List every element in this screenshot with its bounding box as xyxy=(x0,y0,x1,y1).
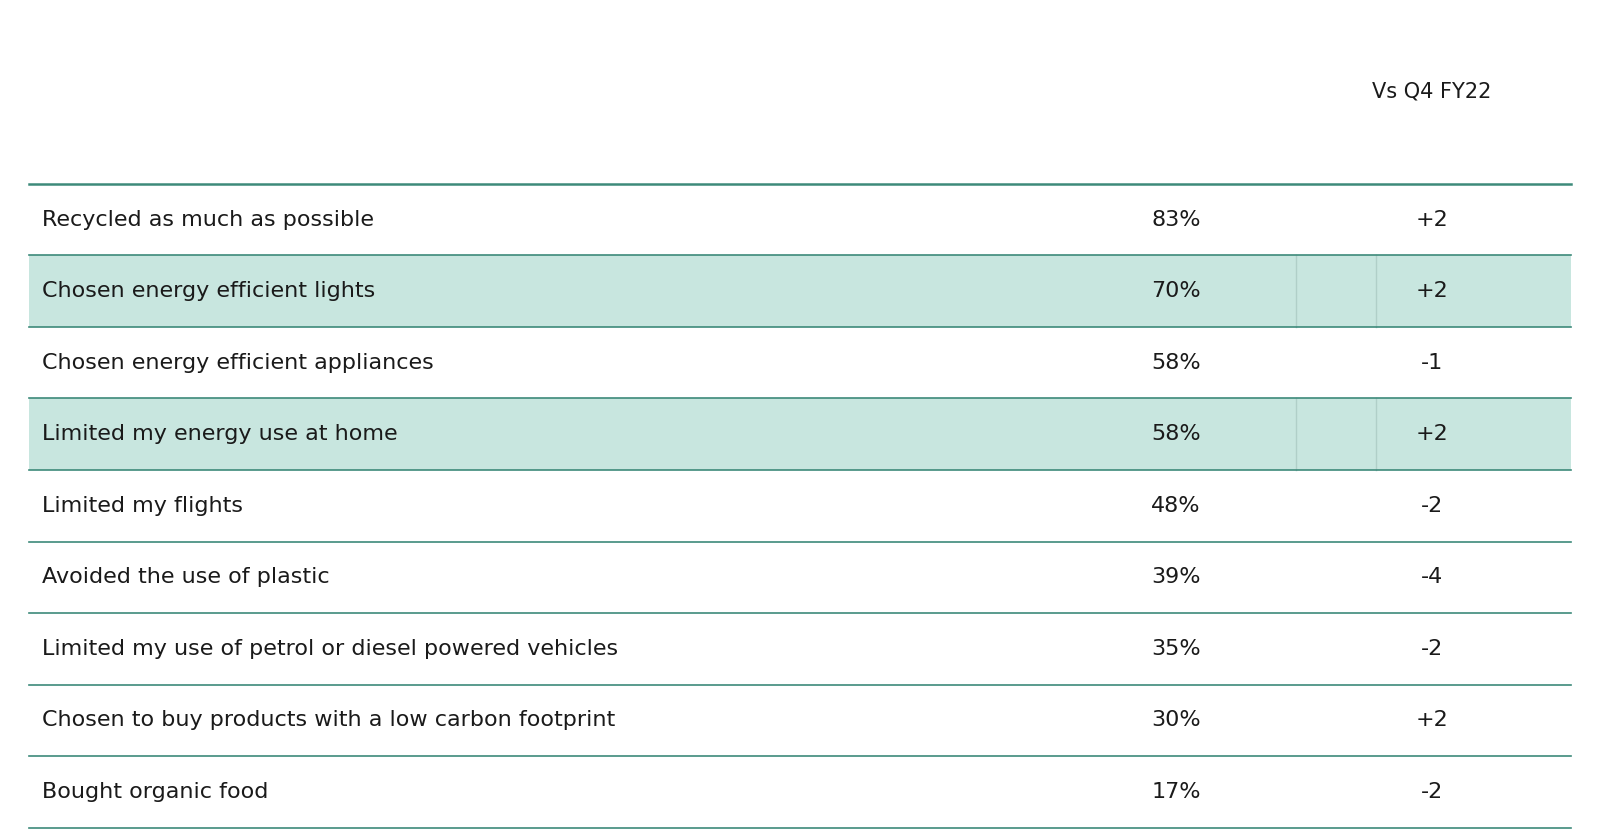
Text: Vs Q4 FY22: Vs Q4 FY22 xyxy=(1373,82,1491,102)
Text: +2: +2 xyxy=(1416,424,1448,444)
Text: 39%: 39% xyxy=(1152,568,1200,588)
Text: Recycled as much as possible: Recycled as much as possible xyxy=(42,210,374,230)
Text: 58%: 58% xyxy=(1150,424,1202,444)
Text: Bought organic food: Bought organic food xyxy=(42,782,267,802)
Text: 83%: 83% xyxy=(1152,210,1200,230)
Text: 48%: 48% xyxy=(1152,496,1200,516)
Text: 58%: 58% xyxy=(1150,353,1202,373)
Text: -4: -4 xyxy=(1421,568,1443,588)
Text: Limited my energy use at home: Limited my energy use at home xyxy=(42,424,397,444)
Text: -2: -2 xyxy=(1421,639,1443,659)
Text: 17%: 17% xyxy=(1152,782,1200,802)
Text: Limited my use of petrol or diesel powered vehicles: Limited my use of petrol or diesel power… xyxy=(42,639,618,659)
Text: Chosen energy efficient appliances: Chosen energy efficient appliances xyxy=(42,353,434,373)
Text: -2: -2 xyxy=(1421,782,1443,802)
Text: 70%: 70% xyxy=(1150,281,1202,301)
Text: Avoided the use of plastic: Avoided the use of plastic xyxy=(42,568,330,588)
Text: Chosen to buy products with a low carbon footprint: Chosen to buy products with a low carbon… xyxy=(42,711,614,731)
Bar xyxy=(29,399,1571,470)
Text: 30%: 30% xyxy=(1150,711,1202,731)
Text: +2: +2 xyxy=(1416,711,1448,731)
Bar xyxy=(29,256,1571,327)
Text: Limited my flights: Limited my flights xyxy=(42,496,243,516)
Text: -1: -1 xyxy=(1421,353,1443,373)
Text: -2: -2 xyxy=(1421,496,1443,516)
Text: 35%: 35% xyxy=(1150,639,1202,659)
Text: Chosen energy efficient lights: Chosen energy efficient lights xyxy=(42,281,374,301)
Text: +2: +2 xyxy=(1416,210,1448,230)
Text: +2: +2 xyxy=(1416,281,1448,301)
